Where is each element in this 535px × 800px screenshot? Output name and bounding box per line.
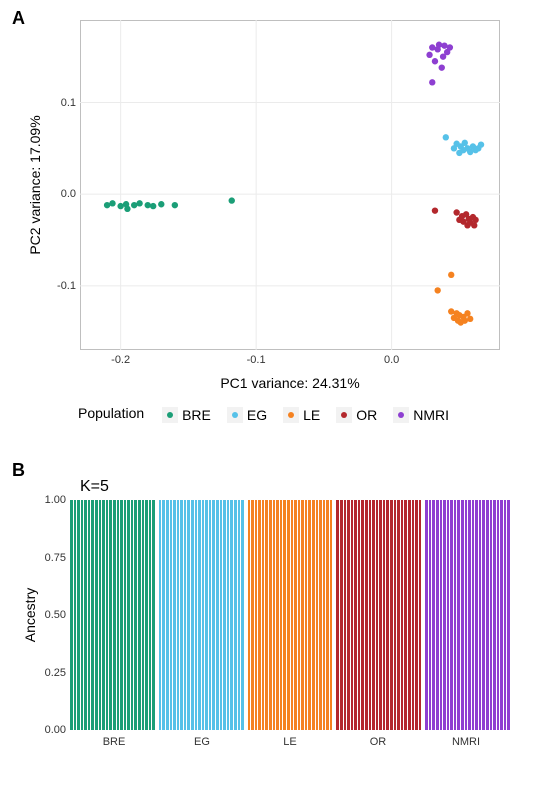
y-tick-label: 0.1 — [61, 97, 80, 109]
legend-dot-icon — [167, 412, 173, 418]
legend-key — [393, 407, 409, 423]
ancestry-bar — [507, 500, 510, 730]
scatter-point — [478, 141, 484, 147]
y-tick-label: -0.1 — [57, 280, 80, 292]
scatter-svg — [80, 20, 500, 350]
pca-x-axis-title: PC1 variance: 24.31% — [220, 375, 359, 391]
legend-item: OR — [336, 407, 377, 423]
ancestry-group — [336, 500, 421, 730]
ancestry-group — [70, 500, 155, 730]
ancestry-group-label: EG — [194, 730, 210, 748]
scatter-point — [109, 200, 115, 206]
ancestry-y-axis-title: Ancestry — [22, 588, 38, 642]
legend-dot-icon — [232, 412, 238, 418]
scatter-point — [131, 202, 137, 208]
legend-title: Population — [78, 405, 144, 421]
ancestry-y-tick: 0.75 — [45, 552, 70, 564]
legend-key — [336, 407, 352, 423]
x-tick-label: -0.2 — [111, 350, 130, 366]
scatter-point — [229, 197, 235, 203]
pca-scatter-plot: -0.2-0.10.0-0.10.00.1 — [80, 20, 500, 350]
scatter-point — [462, 140, 468, 146]
scatter-point — [443, 134, 449, 140]
structure-bars — [70, 500, 510, 730]
scatter-point — [429, 79, 435, 85]
ancestry-y-tick: 1.00 — [45, 494, 70, 506]
plot-background — [80, 20, 500, 350]
x-tick-label: 0.0 — [384, 350, 399, 366]
ancestry-group-label: BRE — [103, 730, 126, 748]
legend-dot-icon — [288, 412, 294, 418]
scatter-point — [453, 209, 459, 215]
population-legend: Population BRE EG LE OR NMRI — [0, 405, 535, 423]
pca-y-axis-title: PC2 variance: 17.09% — [27, 115, 43, 254]
x-tick-label: -0.1 — [247, 350, 266, 366]
scatter-point — [124, 206, 130, 212]
legend-dot-icon — [398, 412, 404, 418]
ancestry-y-tick: 0.25 — [45, 667, 70, 679]
ancestry-bar — [330, 500, 333, 730]
scatter-point — [464, 310, 470, 316]
legend-label: NMRI — [413, 407, 449, 423]
ancestry-group — [159, 500, 244, 730]
ancestry-group — [248, 500, 333, 730]
legend-dot-icon — [341, 412, 347, 418]
scatter-point — [447, 44, 453, 50]
legend-item: EG — [227, 407, 267, 423]
ancestry-bar — [419, 500, 422, 730]
scatter-point — [158, 201, 164, 207]
scatter-point — [448, 272, 454, 278]
scatter-point — [432, 58, 438, 64]
scatter-point — [172, 202, 178, 208]
legend-label: LE — [303, 407, 320, 423]
legend-label: BRE — [182, 407, 211, 423]
scatter-point — [467, 316, 473, 322]
scatter-point — [117, 203, 123, 209]
scatter-point — [441, 42, 447, 48]
scatter-point — [426, 52, 432, 58]
scatter-point — [462, 317, 468, 323]
scatter-point — [471, 222, 477, 228]
scatter-point — [145, 202, 151, 208]
legend-key — [162, 407, 178, 423]
ancestry-y-tick: 0.50 — [45, 609, 70, 621]
ancestry-group — [425, 500, 510, 730]
legend-key — [227, 407, 243, 423]
scatter-point — [467, 149, 473, 155]
k-label: K=5 — [80, 478, 109, 496]
legend-label: OR — [356, 407, 377, 423]
y-tick-label: 0.0 — [61, 188, 80, 200]
scatter-point — [448, 308, 454, 314]
scatter-point — [439, 64, 445, 70]
scatter-point — [429, 44, 435, 50]
scatter-point — [136, 200, 142, 206]
scatter-point — [432, 207, 438, 213]
ancestry-bar — [241, 500, 244, 730]
scatter-point — [434, 287, 440, 293]
legend-item: NMRI — [393, 407, 449, 423]
panel-a-label: A — [12, 8, 25, 29]
ancestry-y-tick: 0.00 — [45, 724, 70, 736]
scatter-point — [150, 203, 156, 209]
scatter-point — [436, 42, 442, 48]
ancestry-bar — [152, 500, 155, 730]
ancestry-group-label: OR — [370, 730, 387, 748]
scatter-point — [104, 202, 110, 208]
ancestry-structure-plot: 0.000.250.500.751.00BREEGLEORNMRI — [70, 500, 510, 730]
legend-key — [283, 407, 299, 423]
ancestry-group-label: NMRI — [452, 730, 480, 748]
panel-b-label: B — [12, 460, 25, 481]
legend-label: EG — [247, 407, 267, 423]
scatter-point — [472, 217, 478, 223]
legend-item: BRE — [162, 407, 211, 423]
ancestry-group-label: LE — [283, 730, 296, 748]
legend-item: LE — [283, 407, 320, 423]
